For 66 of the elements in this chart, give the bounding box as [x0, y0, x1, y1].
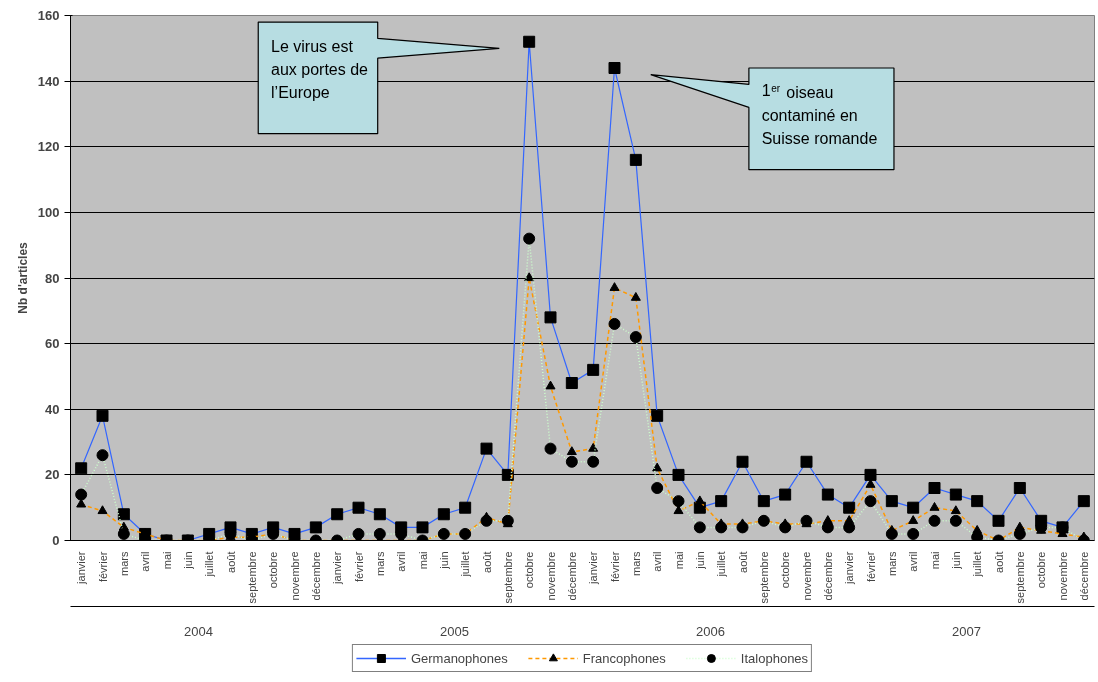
x-tick-label: janvier — [587, 551, 600, 585]
y-tick-label: 60 — [45, 336, 60, 352]
text: 2005 — [440, 623, 469, 639]
legend-label: Italophones — [740, 650, 809, 666]
x-tick-label: novembre — [800, 551, 813, 601]
x-tick-label: mai — [416, 551, 429, 570]
y-tick-label: 140 — [37, 73, 60, 89]
x-tick-label: juin — [949, 551, 962, 570]
x-tick-label: avril — [395, 551, 408, 572]
x-tick-label: avril — [651, 551, 664, 572]
x-tick-label: septembre — [1013, 551, 1026, 604]
annotation: Le virus est aux portes de l’Europe — [271, 38, 369, 102]
x-tick-label: mars — [629, 551, 642, 576]
x-tick-label: mai — [160, 551, 173, 570]
x-tick-label: mars — [373, 551, 386, 576]
x-tick-label: août — [224, 551, 237, 573]
x-tick-label: octobre — [779, 551, 792, 589]
x-tick-label: décembre — [1077, 551, 1090, 601]
y-tick-label: 0 — [52, 533, 60, 548]
x-tick-label: juillet — [715, 551, 728, 578]
x-tick-label: novembre — [544, 551, 557, 601]
y-tick-label: 160 — [37, 8, 60, 23]
legend-label: Germanophones — [410, 650, 508, 666]
x-tick-label: janvier — [843, 551, 856, 585]
y-tick-label: 120 — [37, 139, 60, 155]
x-tick-label: octobre — [267, 551, 280, 589]
x-tick-label: juillet — [459, 551, 472, 578]
x-tick-label: juin — [437, 551, 450, 570]
x-tick-label: juillet — [203, 551, 216, 578]
x-tick-label: septembre — [757, 551, 770, 604]
x-tick-label: janvier — [331, 551, 344, 585]
x-tick-label: décembre — [565, 551, 578, 601]
legend-label: Francophones — [582, 650, 666, 666]
x-tick-label: avril — [139, 551, 152, 572]
x-tick-label: février — [96, 551, 109, 583]
x-tick-label: juin — [181, 551, 194, 570]
y-tick-label: 40 — [45, 401, 60, 417]
x-tick-label: mai — [672, 551, 685, 570]
x-tick-label: février — [608, 551, 621, 583]
x-tick-label: février — [352, 551, 365, 583]
x-tick-label: juillet — [971, 551, 984, 578]
text: 2006 — [696, 623, 725, 639]
x-tick-label: novembre — [288, 551, 301, 601]
x-tick-label: février — [864, 551, 877, 583]
x-tick-label: août — [736, 551, 749, 573]
y-axis-title: Nb d'articles — [15, 241, 30, 314]
x-tick-label: août — [480, 551, 493, 573]
x-tick-label: mars — [885, 551, 898, 576]
y-tick-label: 80 — [45, 270, 60, 286]
x-tick-label: octobre — [523, 551, 536, 589]
x-tick-label: juin — [693, 551, 706, 570]
x-tick-label: décembre — [821, 551, 834, 601]
x-tick-label: mai — [928, 551, 941, 570]
text: 2004 — [184, 623, 213, 639]
x-tick-label: octobre — [1035, 551, 1048, 589]
x-tick-label: septembre — [245, 551, 258, 604]
text: 2007 — [952, 623, 981, 639]
x-tick-label: mars — [117, 551, 130, 576]
x-tick-label: avril — [907, 551, 920, 572]
x-tick-label: août — [992, 551, 1005, 573]
x-tick-label: novembre — [1056, 551, 1069, 601]
x-tick-label: janvier — [75, 551, 88, 585]
y-tick-label: 100 — [37, 204, 60, 220]
x-tick-label: septembre — [501, 551, 514, 604]
x-tick-label: décembre — [309, 551, 322, 601]
y-tick-label: 20 — [45, 467, 60, 483]
